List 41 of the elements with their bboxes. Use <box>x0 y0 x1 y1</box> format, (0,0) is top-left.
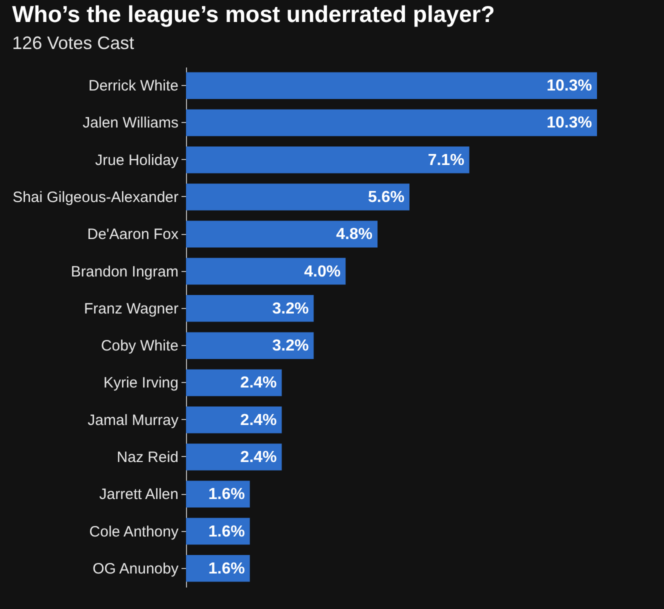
data-label: 1.6% <box>208 523 245 540</box>
data-label: 5.6% <box>368 189 404 206</box>
y-tick-label: Naz Reid <box>116 449 178 466</box>
data-label: 1.6% <box>208 486 245 504</box>
data-label: 3.2% <box>272 338 309 355</box>
y-tick-label: Jamal Murray <box>88 412 179 429</box>
data-label: 10.3% <box>546 78 592 95</box>
bar <box>186 220 378 248</box>
data-label: 7.1% <box>428 152 464 169</box>
bar <box>186 444 282 470</box>
bar <box>186 184 410 210</box>
y-tick-label: Derrick White <box>88 78 178 95</box>
data-label: 2.4% <box>240 374 277 392</box>
y-tick-label: Jrue Holiday <box>95 152 179 169</box>
y-tick-label: Franz Wagner <box>84 300 178 318</box>
y-tick-label: Shai Gilgeous-Alexander <box>12 189 178 206</box>
data-label: 4.8% <box>336 226 373 244</box>
y-tick-label: Kyrie Irving <box>103 374 178 392</box>
data-label: 3.2% <box>272 300 309 318</box>
bar <box>186 369 282 396</box>
y-tick-label: OG Anunoby <box>92 560 179 578</box>
chart-title: Who’s the league’s most underrated player? <box>12 1 495 27</box>
y-tick-label: Brandon Ingram <box>70 263 178 280</box>
data-label: 1.6% <box>208 560 245 578</box>
y-tick-label: Jarrett Allen <box>99 486 178 504</box>
y-tick-label: Cole Anthony <box>89 523 179 540</box>
data-label: 4.0% <box>304 263 341 280</box>
data-label: 2.4% <box>240 412 277 429</box>
data-label: 10.3% <box>546 114 592 132</box>
data-label: 2.4% <box>240 449 277 466</box>
bar <box>186 109 597 136</box>
bar <box>186 146 470 174</box>
bar <box>186 406 282 434</box>
bar <box>186 72 597 99</box>
bar <box>186 332 314 359</box>
bar <box>186 258 346 285</box>
y-tick-label: De'Aaron Fox <box>87 226 179 244</box>
chart-subtitle: 126 Votes Cast <box>12 33 134 53</box>
y-tick-label: Coby White <box>100 338 178 355</box>
y-tick-label: Jalen Williams <box>82 114 178 132</box>
bar <box>186 295 314 322</box>
